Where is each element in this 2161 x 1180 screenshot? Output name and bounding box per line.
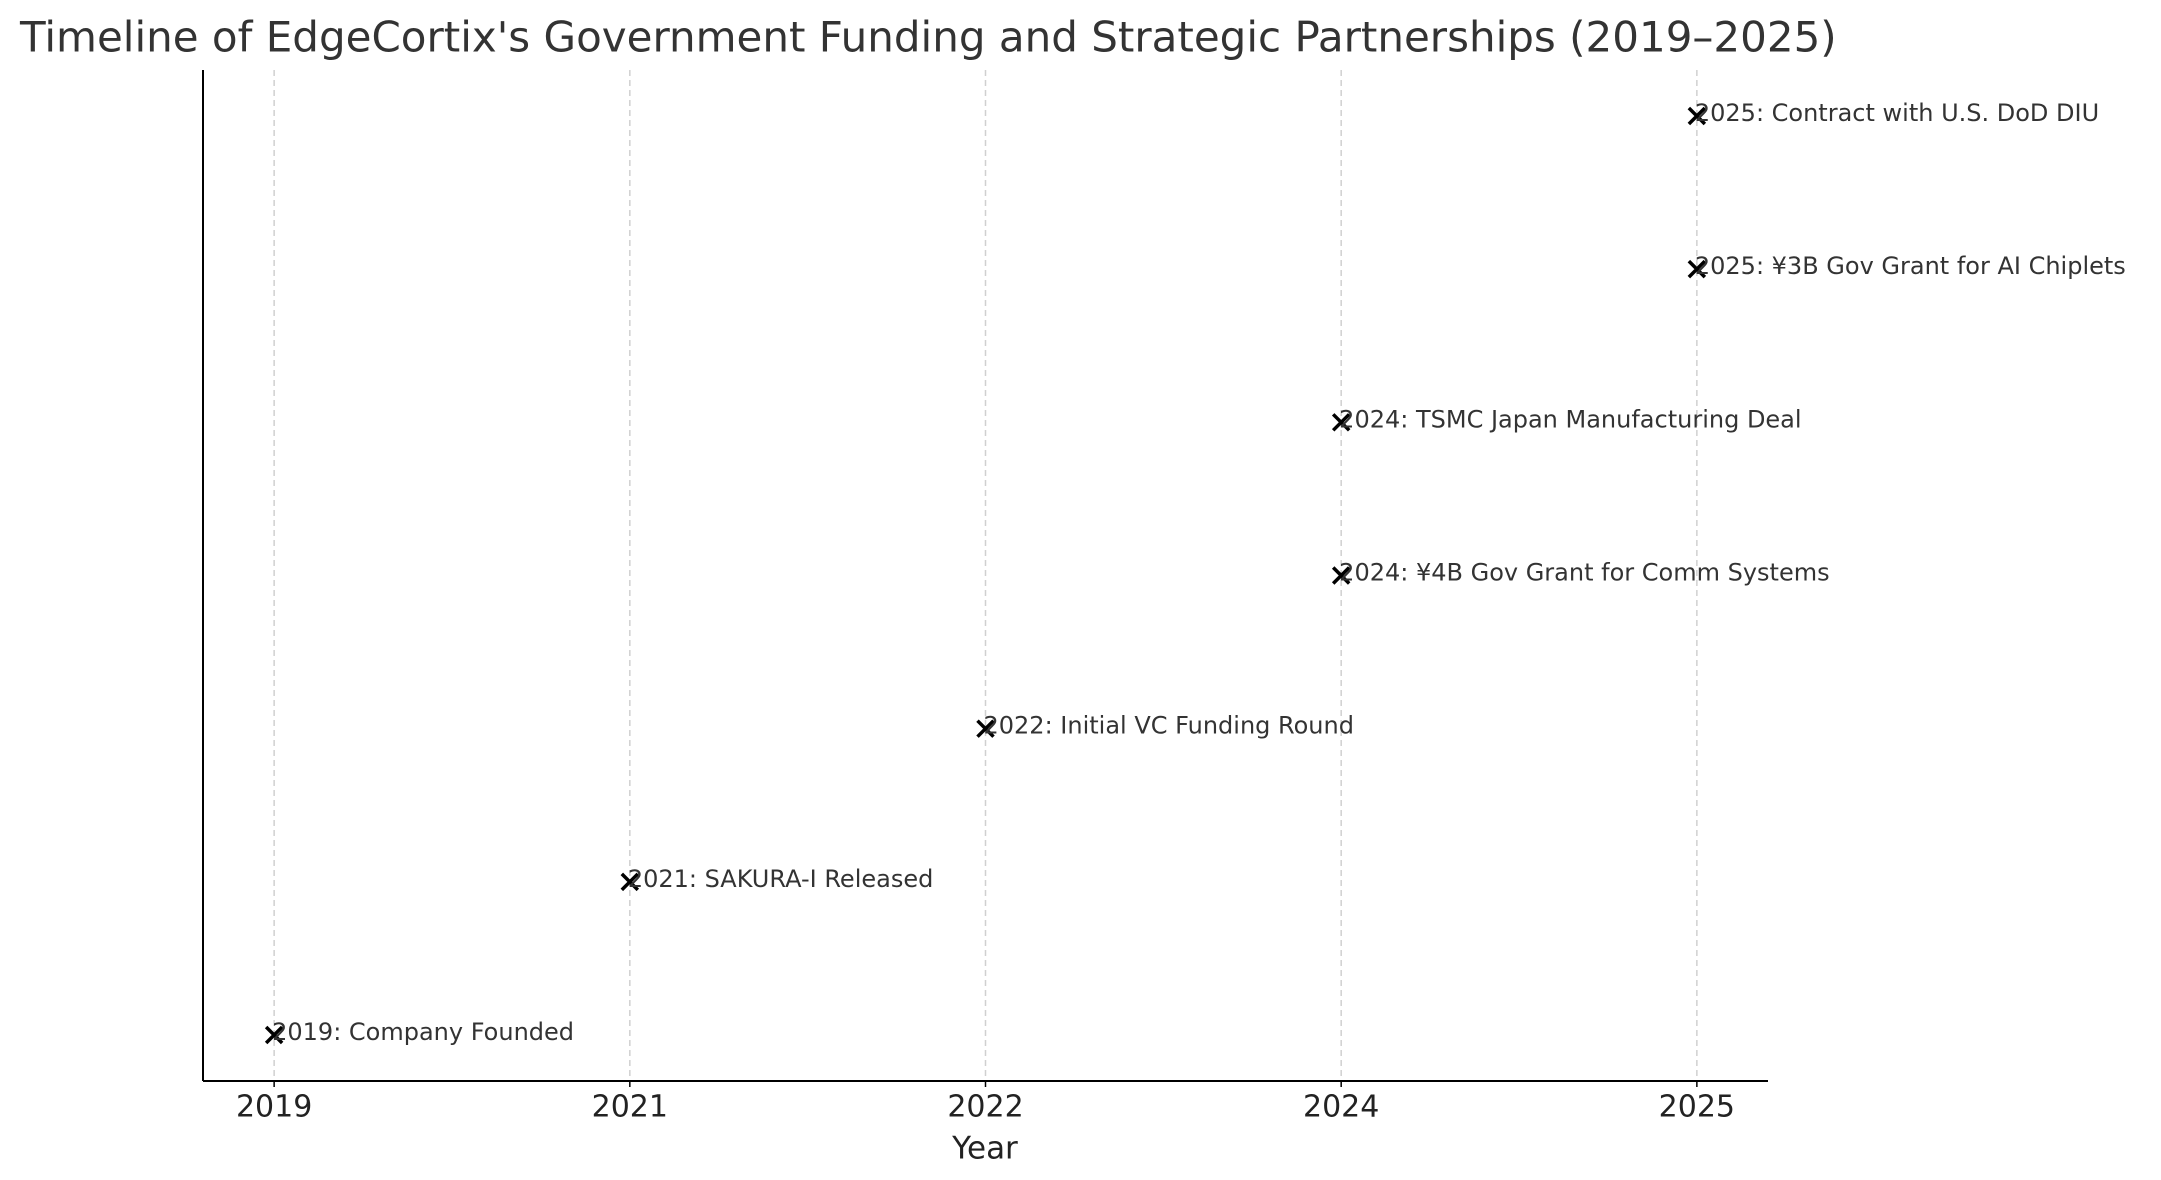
x-tick-label: 2024 — [1303, 1090, 1379, 1125]
event-marker — [264, 1025, 284, 1045]
event-marker — [1331, 566, 1351, 585]
event-label: 2019: Company Founded — [272, 1018, 574, 1046]
event-marker — [1331, 413, 1351, 432]
event-marker — [1687, 106, 1707, 126]
event-label: 2024: ¥4B Gov Grant for Comm Systems — [1339, 559, 1829, 587]
x-tick-label: 2025 — [1659, 1090, 1735, 1125]
event-label: 2025: ¥3B Gov Grant for AI Chiplets — [1695, 252, 2126, 280]
x-axis-label: Year — [951, 1131, 1018, 1167]
x-tick-label: 2019 — [236, 1090, 312, 1125]
chart-title: Timeline of EdgeCortix's Government Fund… — [19, 13, 1837, 62]
event-label: 2024: TSMC Japan Manufacturing Deal — [1339, 405, 1801, 433]
event-marker — [1687, 259, 1707, 279]
x-tick-label: 2022 — [947, 1090, 1023, 1125]
event-label: 2025: Contract with U.S. DoD DIU — [1695, 99, 2099, 127]
event-label: 2022: Initial VC Funding Round — [984, 712, 1354, 740]
x-tick-label: 2021 — [592, 1090, 668, 1125]
event-marker — [976, 719, 995, 738]
event-marker — [620, 872, 640, 892]
event-label: 2021: SAKURA-I Released — [628, 865, 934, 893]
